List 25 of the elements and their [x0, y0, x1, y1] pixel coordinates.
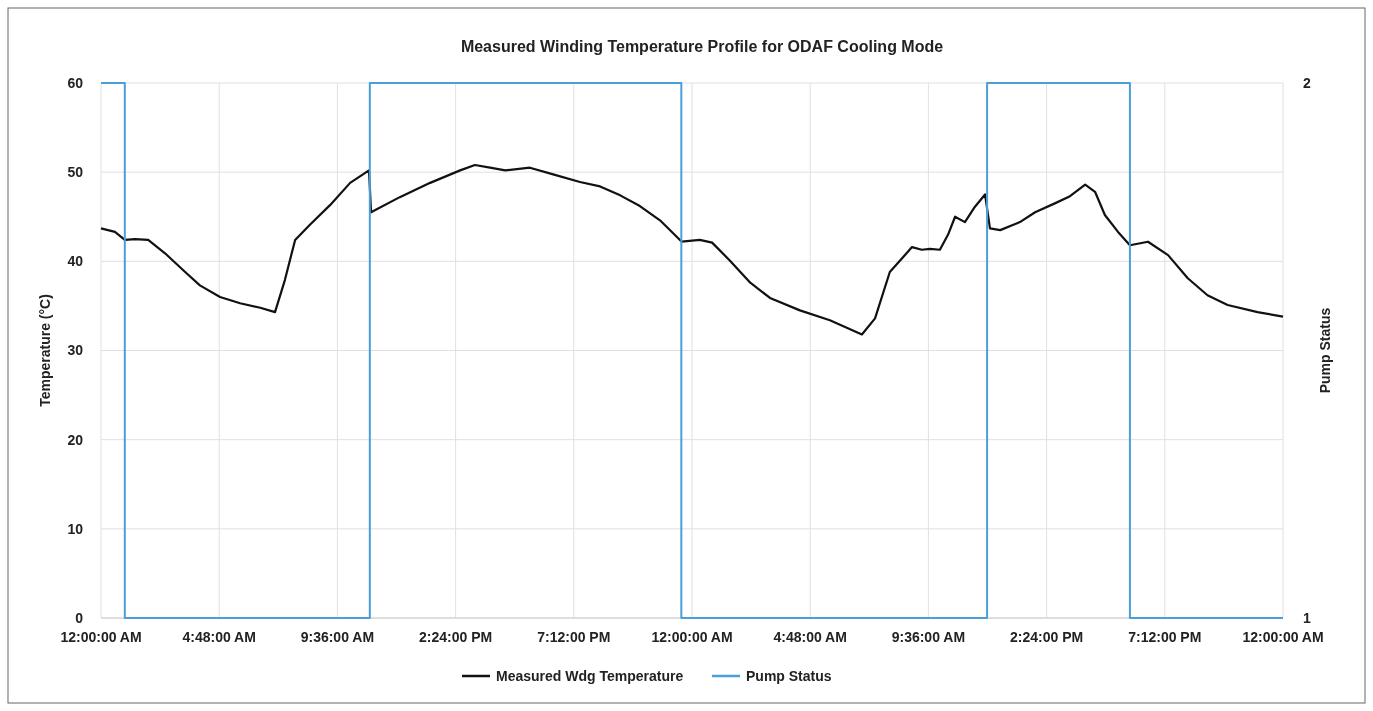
x-tick-label: 12:00:00 AM — [651, 629, 733, 645]
chart-title: Measured Winding Temperature Profile for ODAF Cooling Mode — [460, 38, 944, 55]
y-tick-label: 20 — [67, 431, 84, 448]
y-tick-label: 60 — [67, 74, 84, 91]
x-tick-label: 9:36:00 AM — [300, 629, 375, 645]
x-tick-label: 12:00:00 AM — [1242, 629, 1324, 645]
x-tick-label: 7:12:00 PM — [537, 629, 611, 645]
x-tick-label: 4:48:00 AM — [773, 629, 847, 645]
x-tick-label: 2:24:00 PM — [1010, 629, 1084, 645]
x-tick-label: 4:48:00 AM — [182, 629, 256, 645]
x-tick-label: 12:00:00 AM — [60, 629, 142, 645]
y2-tick-label: 2 — [1303, 74, 1311, 91]
y-tick-label: 40 — [67, 253, 84, 270]
y-tick-label: 30 — [67, 342, 84, 359]
y2-tick-label: 1 — [1303, 609, 1311, 626]
x-tick-label: 2:24:00 PM — [419, 629, 493, 645]
x-tick-label: 7:12:00 PM — [1128, 629, 1202, 645]
legend-label: Measured Wdg Temperature — [496, 667, 684, 684]
legend-label: Pump Status — [746, 667, 832, 684]
y-tick-label: 10 — [67, 520, 84, 537]
y-tick-label: 0 — [75, 609, 84, 626]
y2-axis-title: Pump Status — [1317, 307, 1333, 394]
y-tick-label: 50 — [67, 164, 84, 181]
x-tick-label: 9:36:00 AM — [891, 629, 966, 645]
y-axis-title: Temperature (°C) — [37, 294, 53, 407]
